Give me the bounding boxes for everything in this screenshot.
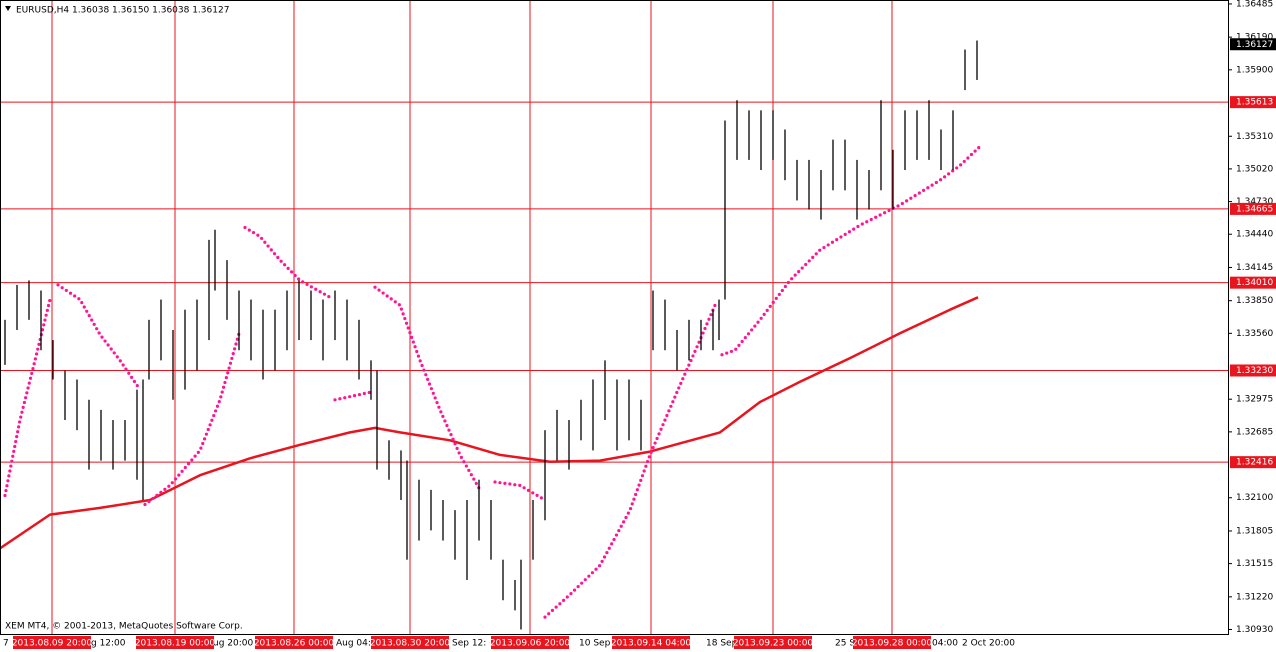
plot-area — [0, 0, 1228, 634]
date-label-box — [491, 636, 569, 649]
y-tick-label: 1.36485 — [1236, 0, 1273, 9]
y-tick-label: 1.33560 — [1236, 329, 1273, 339]
date-label-box — [853, 636, 931, 649]
y-tick-label: 1.32100 — [1236, 493, 1273, 503]
x-tick-label: 25 Sep — [835, 639, 867, 649]
date-label-box — [612, 636, 690, 649]
y-tick-label: 1.31220 — [1236, 592, 1273, 602]
date-label: 2013.08.26 00:00 — [254, 639, 335, 649]
date-label-box — [255, 636, 333, 649]
level-label: 1.32416 — [1236, 458, 1273, 468]
y-tick-label: 1.30930 — [1236, 625, 1273, 635]
level-label: 1.34010 — [1236, 278, 1273, 288]
x-tick-label: 2 Oct 20:00 — [962, 639, 1015, 649]
header-icon — [5, 6, 11, 11]
y-tick-label: 1.34440 — [1236, 230, 1273, 240]
y-tick-label: 1.35020 — [1236, 164, 1273, 174]
date-label: 2013.08.30 20:00 — [370, 639, 451, 649]
level-label: 1.34665 — [1236, 204, 1273, 214]
date-label: 2013.09.28 00:00 — [852, 639, 933, 649]
y-tick-label: 1.34730 — [1236, 197, 1273, 207]
date-label-box — [734, 636, 812, 649]
y-tick-label: 1.32975 — [1236, 395, 1273, 405]
y-tick-label: 1.31805 — [1236, 526, 1273, 536]
level-label-box — [1230, 202, 1276, 215]
x-tick-label: Sep 12: — [452, 639, 486, 649]
y-tick-label: 1.32685 — [1236, 427, 1273, 437]
x-tick-label: Aug 04:00 — [336, 639, 383, 649]
x-tick-label: 7 — [3, 639, 9, 649]
date-label-box — [13, 636, 91, 649]
y-tick-label: 1.34145 — [1236, 263, 1273, 273]
x-tick-label: ug 20:00 — [213, 639, 253, 649]
x-tick-label: 18 Sep — [706, 639, 738, 649]
y-tick-label: 1.35900 — [1236, 65, 1273, 75]
level-label-box — [1230, 276, 1276, 289]
x-tick-label: g 12:00 — [91, 639, 126, 649]
date-label-box — [371, 636, 449, 649]
level-label: 1.33230 — [1236, 366, 1273, 376]
level-label-box — [1230, 96, 1276, 109]
date-label: 2013.09.06 20:00 — [490, 639, 571, 649]
header: EURUSD,H4 1.36038 1.36150 1.36038 1.3612… — [16, 6, 229, 16]
y-tick-label: 1.31515 — [1236, 559, 1273, 569]
current-price-box — [1230, 38, 1276, 51]
axis-area: 1.36485 1.36190 1.35900 1.35310 1.35020 1.347… — [3, 0, 1276, 649]
x-tick-label: 10 Sep — [579, 639, 611, 649]
moving-average — [0, 296, 979, 550]
date-label: 2013.08.19 00:00 — [135, 639, 216, 649]
copyright: XEM MT4, © 2001-2013, MetaQuotes Softwar… — [5, 622, 243, 632]
date-label: 2013.08.09 20:00 — [12, 639, 93, 649]
y-tick-label: 1.33850 — [1236, 296, 1273, 306]
level-label-box — [1230, 456, 1276, 469]
y-tick-label: 1.35310 — [1236, 132, 1273, 142]
y-tick-label: 1.36190 — [1236, 33, 1273, 43]
plot-border — [0, 0, 1229, 635]
level-label: 1.35613 — [1236, 98, 1273, 108]
date-label-box — [136, 636, 214, 649]
date-label: 2013.09.23 00:00 — [733, 639, 814, 649]
date-label: 2013.09.14 04:00 — [611, 639, 692, 649]
x-tick-label: 04:00 — [932, 639, 958, 649]
current-price-label: 1.36127 — [1236, 40, 1273, 50]
level-label-box — [1230, 364, 1276, 377]
sar-dots — [3, 144, 982, 619]
